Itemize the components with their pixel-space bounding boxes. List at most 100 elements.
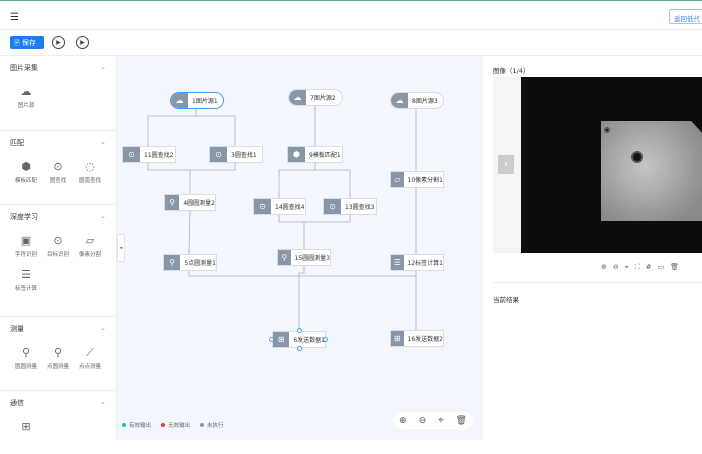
section-match: 匹配 ⌄ ⬢ 模板匹配 ⊙ 圆查找 ◌ 圆弧查找 xyxy=(0,131,116,205)
prev-image-button[interactable]: ‹ xyxy=(498,155,514,174)
node-image-source-2[interactable]: ☁ 7图片源2 xyxy=(288,89,343,106)
tool-ocr[interactable]: ▣ 字符识别 xyxy=(10,234,42,258)
node-label: 12标签计算1 xyxy=(407,260,443,267)
tool-circle-find[interactable]: ⊙ 圆查找 xyxy=(42,160,74,184)
node-template-match-1[interactable]: ⬢ 9模板匹配1 xyxy=(287,146,343,163)
segment-icon: ▱ xyxy=(391,172,404,187)
panel-collapse-handle[interactable]: ◂ xyxy=(117,234,125,262)
node-image-source-3[interactable]: ☁ 8图片源3 xyxy=(390,92,444,109)
cube-icon: ⬢ xyxy=(21,160,31,173)
tool-point-circle-measure[interactable]: ⚲ 点圆测量 xyxy=(42,346,74,370)
node-point-circle-measure-1[interactable]: ⚲ 5点圆测量1 xyxy=(163,254,217,271)
connection-handle[interactable] xyxy=(297,328,302,333)
tool-send-data[interactable]: ⊞ xyxy=(10,420,42,434)
edge xyxy=(278,215,351,223)
connection-handle[interactable] xyxy=(323,337,328,342)
cloud-image-icon: ☁ xyxy=(391,93,408,108)
node-label: 10像素分割1 xyxy=(407,177,443,184)
play-icon[interactable]: ▶ xyxy=(52,36,65,49)
zoom-in-icon[interactable]: ⊕ xyxy=(399,415,407,426)
measure-icon: ⚲ xyxy=(278,250,291,265)
node-circle-find-3[interactable]: ⊙ 13圆查找3 xyxy=(323,198,377,215)
node-label: 15圆圆测量3 xyxy=(294,255,330,262)
tool-label: 圆弧查找 xyxy=(78,178,101,184)
cloud-image-icon: ☁ xyxy=(289,90,306,105)
edge xyxy=(147,163,236,171)
locate-icon[interactable]: ⌖ xyxy=(624,263,629,271)
tool-point-point-measure[interactable]: ⟋ 点点测量 xyxy=(74,346,106,370)
back-button[interactable]: 返回低代 xyxy=(669,9,702,24)
replay-icon[interactable]: ▶ xyxy=(76,36,89,49)
send-icon: ⊞ xyxy=(391,331,404,346)
tool-template-match[interactable]: ⬢ 模板匹配 xyxy=(10,160,42,184)
connection-handle[interactable] xyxy=(269,337,274,342)
legend-not-run: 未执行 xyxy=(200,421,224,429)
tool-label: 圆查找 xyxy=(49,178,67,184)
tool-object-detect[interactable]: ⊙ 目标识别 xyxy=(42,234,74,258)
circle-search-icon: ⊙ xyxy=(53,160,63,173)
menu-collapse-icon[interactable]: ☰ xyxy=(10,12,19,23)
edge xyxy=(278,163,316,198)
node-label: 14圆查找4 xyxy=(275,204,305,211)
send-icon: ⊞ xyxy=(273,332,290,347)
edge xyxy=(188,270,416,277)
node-circle-measure-2[interactable]: ⚲ 4圆圆测量2 xyxy=(164,194,216,211)
legend-label: 未执行 xyxy=(207,423,224,429)
node-send-data-2[interactable]: ⊞ 16发送数据2 xyxy=(390,330,444,347)
chevron-down-icon[interactable]: ⌄ xyxy=(100,324,106,332)
node-circle-find-4[interactable]: ⊙ 14圆查找4 xyxy=(253,198,306,215)
trash-icon[interactable]: 🗑 xyxy=(455,415,467,426)
legend-valid: 有效输出 xyxy=(122,421,151,429)
tool-pixel-seg[interactable]: ▱ 像素分割 xyxy=(74,234,106,258)
node-label: 9模板匹配1 xyxy=(309,152,341,159)
cloud-image-icon: ☁ xyxy=(20,85,32,98)
section-comm: 通信 ⌄ ⊞ xyxy=(0,391,116,454)
flow-canvas[interactable]: ◂ ☁ 1图片源1 ☁ 7图片源2 ☁ 8图片源3 ⊙ 11圆查找2 ⊙ 3圆查找1 ⬢ 9… xyxy=(117,56,483,440)
connection-handle[interactable] xyxy=(297,346,302,351)
section-image-capture: 图片采集 ⌄ ☁ 图片源 xyxy=(0,56,116,131)
locate-icon[interactable]: ⌖ xyxy=(438,415,444,426)
save-label: 保存 xyxy=(21,39,36,47)
node-image-source-1[interactable]: ☁ 1图片源1 xyxy=(170,92,224,109)
node-circle-measure-3[interactable]: ⚲ 15圆圆测量3 xyxy=(277,249,331,266)
measure-icon: ⚲ xyxy=(21,346,31,359)
chevron-down-icon[interactable]: ⌄ xyxy=(100,63,106,71)
tool-label: 字符识别 xyxy=(14,252,37,258)
edges xyxy=(147,105,417,331)
part-hole xyxy=(631,151,643,163)
edge xyxy=(188,209,191,255)
node-circle-find-2[interactable]: ⊙ 11圆查找2 xyxy=(122,146,176,163)
chevron-down-icon[interactable]: ⌄ xyxy=(100,138,106,146)
chevron-down-icon[interactable]: ⌄ xyxy=(100,212,106,220)
tool-label-calc[interactable]: ☰ 标签计算 xyxy=(10,268,42,292)
grid-icon[interactable]: # xyxy=(645,263,652,271)
chevron-down-icon[interactable]: ⌄ xyxy=(100,398,106,406)
section-title: 测量 xyxy=(10,325,24,333)
legend-label: 无效输出 xyxy=(168,423,191,429)
node-pixel-seg-1[interactable]: ▱ 10像素分割1 xyxy=(390,171,444,188)
node-circle-find-1[interactable]: ⊙ 3圆查找1 xyxy=(209,146,263,163)
target-icon: ⊙ xyxy=(53,234,63,247)
status-legend: 有效输出 无效输出 未执行 xyxy=(122,421,224,429)
node-label: 5点圆测量1 xyxy=(184,260,216,267)
segment-icon: ▱ xyxy=(85,234,95,247)
zoom-out-icon[interactable]: ⊖ xyxy=(612,263,619,271)
zoom-in-icon[interactable]: ⊕ xyxy=(601,263,607,271)
tool-label: 点圆测量 xyxy=(46,364,69,370)
node-label: 13圆查找3 xyxy=(345,204,375,211)
document-icon: ☰ xyxy=(391,255,404,270)
circle-search-icon: ⊙ xyxy=(324,199,341,214)
save-button[interactable]: 🗎 保存 xyxy=(10,36,44,49)
divider xyxy=(493,282,702,283)
image-icon[interactable]: ▭ xyxy=(657,263,665,271)
legend-label: 有效输出 xyxy=(129,423,152,429)
trash-icon[interactable]: 🗑 xyxy=(670,263,679,271)
tool-label: 模板匹配 xyxy=(14,178,37,184)
zoom-out-icon[interactable]: ⊖ xyxy=(418,415,427,426)
tool-arc-find[interactable]: ◌ 圆弧查找 xyxy=(74,160,106,184)
tool-image-source[interactable]: ☁ 图片源 xyxy=(10,85,42,109)
node-label-calc-1[interactable]: ☰ 12标签计算1 xyxy=(390,254,444,271)
edge xyxy=(196,115,236,146)
tool-circle-circle-measure[interactable]: ⚲ 圆圆测量 xyxy=(10,346,42,370)
fullscreen-icon[interactable]: ⛶ xyxy=(634,263,640,271)
